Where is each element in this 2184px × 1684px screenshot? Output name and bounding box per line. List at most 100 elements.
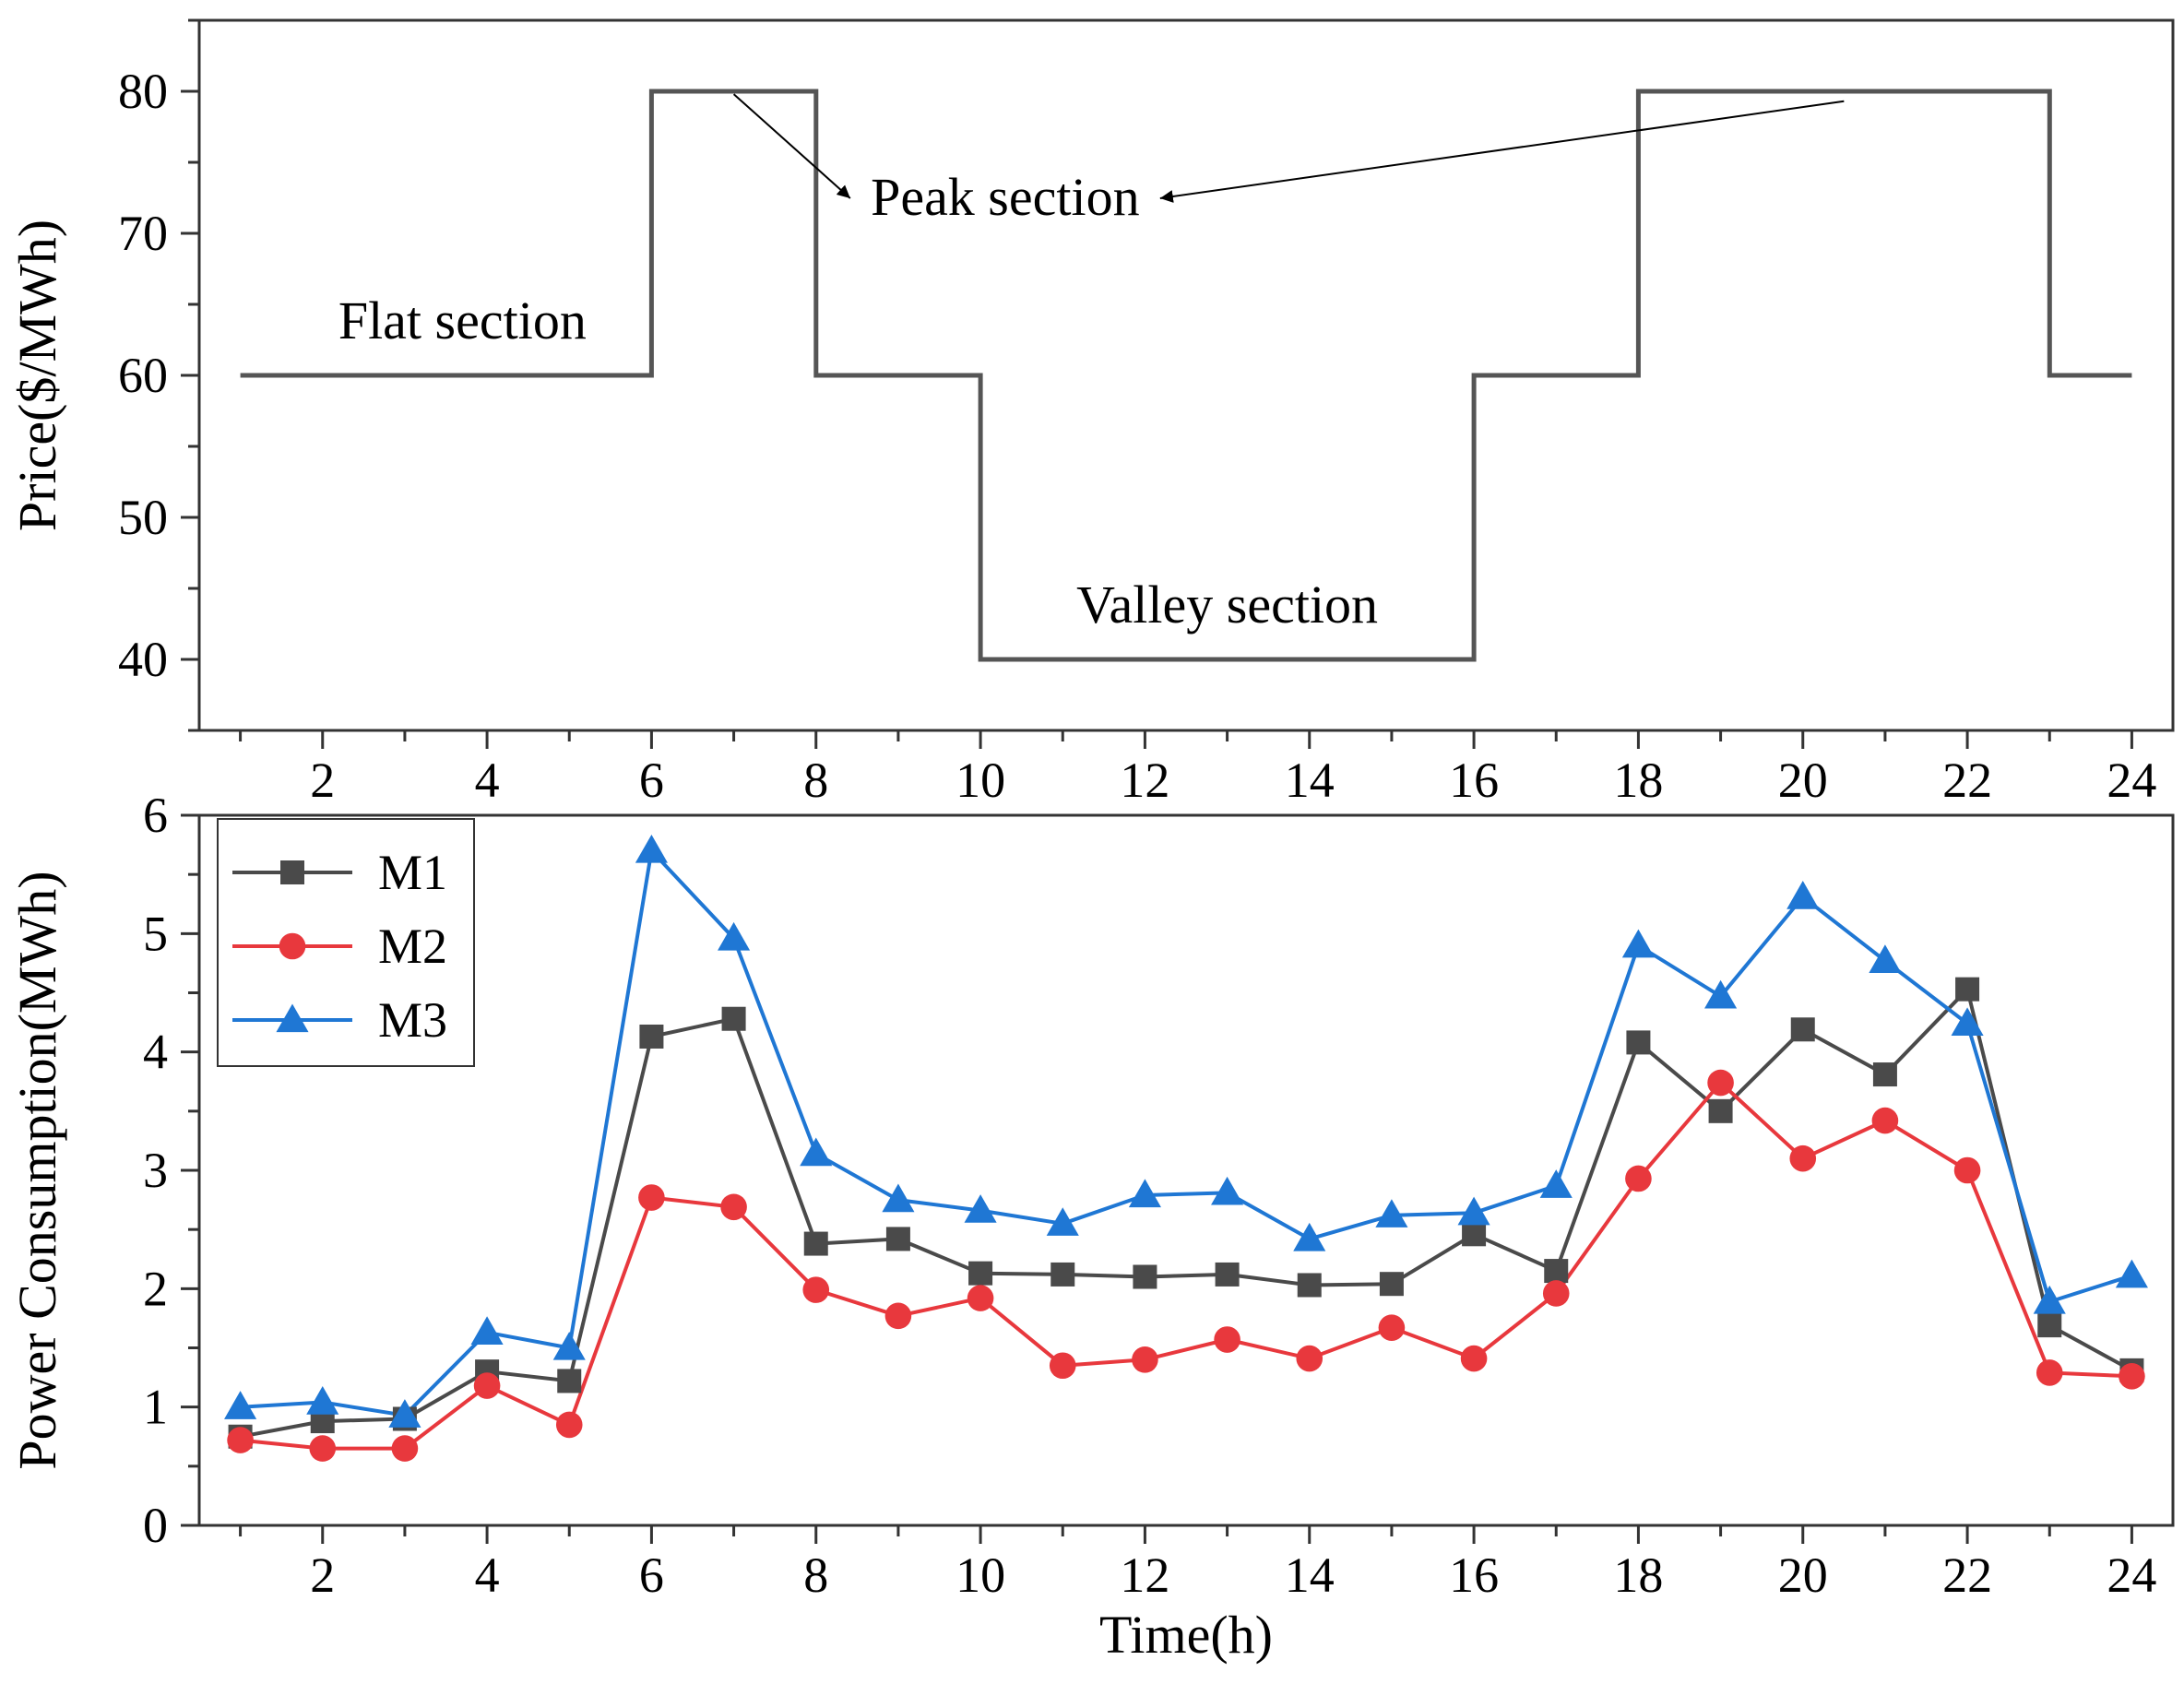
x-tick-label: 10: [956, 753, 1005, 808]
data-point-m2: [1378, 1314, 1406, 1341]
legend-label-m2: M2: [378, 919, 447, 974]
data-point-m2: [638, 1184, 665, 1211]
data-point-m2: [1871, 1107, 1899, 1134]
data-point-m2: [967, 1285, 994, 1311]
data-point-m2: [720, 1193, 747, 1221]
series-points-m2: [227, 1069, 2145, 1462]
series-points-m3: [224, 834, 2148, 1428]
x-tick-label: 18: [1613, 1548, 1663, 1603]
data-point-m2: [2036, 1359, 2063, 1386]
x-tick-label: 10: [956, 1548, 1005, 1603]
data-point-m1: [1050, 1262, 1075, 1287]
data-point-m1: [1462, 1222, 1487, 1247]
data-point-m2: [309, 1435, 337, 1462]
data-point-m3: [1046, 1207, 1079, 1236]
series-points-m1: [228, 977, 2144, 1449]
data-point-m3: [718, 921, 751, 951]
data-point-m3: [1951, 1007, 1984, 1037]
data-point-m3: [1704, 979, 1738, 1009]
x-tick-label: 6: [639, 753, 664, 808]
price-annotations: Flat section Peak section Valley section: [338, 93, 1845, 634]
data-point-m2: [1049, 1352, 1076, 1380]
x-tick-label: 14: [1285, 753, 1335, 808]
price-step-line: [240, 89, 2132, 662]
x-tick-label: 14: [1285, 1548, 1335, 1603]
y-tick-label: 6: [143, 788, 168, 843]
data-point-m1: [1790, 1017, 1815, 1042]
data-point-m3: [1128, 1179, 1161, 1208]
data-point-m2: [2119, 1363, 2145, 1390]
data-point-m2: [1707, 1069, 1734, 1097]
data-point-m3: [388, 1399, 421, 1428]
legend-label-m3: M3: [378, 992, 447, 1048]
data-point-m3: [2115, 1259, 2148, 1288]
x-tick-label: 12: [1120, 1548, 1169, 1603]
data-point-m1: [1133, 1264, 1157, 1289]
x-tick-label: 22: [1942, 1548, 1992, 1603]
y-tick-label: 3: [143, 1143, 168, 1198]
data-point-m1: [1626, 1030, 1651, 1055]
y-tick-label: 1: [143, 1380, 168, 1435]
price-y-axis-label: Price($/MWh): [7, 219, 67, 531]
annotation-arrow: [1159, 100, 1845, 203]
x-tick-label: 8: [803, 1548, 828, 1603]
data-point-m3: [1786, 881, 1820, 909]
y-tick-label: 40: [118, 632, 168, 687]
y-tick-label: 4: [143, 1025, 168, 1080]
data-point-m1: [1379, 1272, 1404, 1297]
x-tick-label: 4: [475, 753, 500, 808]
series-m1: [240, 987, 2133, 1439]
data-point-m1: [1544, 1259, 1569, 1284]
data-point-m3: [1457, 1196, 1490, 1226]
power-y-axis: 0 1 2 3 4 5 6: [143, 788, 199, 1553]
series-line-m2: [240, 1081, 2132, 1451]
data-point-m3: [1539, 1169, 1573, 1198]
data-point-m3: [1621, 929, 1655, 958]
data-point-m2: [802, 1276, 830, 1303]
data-point-m1: [1297, 1273, 1322, 1298]
x-tick-label: 24: [2107, 1548, 2156, 1603]
y-tick-label: 60: [118, 348, 168, 403]
data-point-m2: [1953, 1156, 1981, 1184]
power-series: [224, 834, 2148, 1462]
data-point-m2: [1296, 1345, 1323, 1372]
y-tick-label: 2: [143, 1261, 168, 1316]
data-point-m2: [1460, 1345, 1488, 1372]
data-point-m2: [884, 1302, 912, 1330]
x-tick-label: 16: [1449, 1548, 1499, 1603]
data-point-m3: [1293, 1222, 1326, 1251]
data-point-m1: [557, 1369, 582, 1393]
data-point-m1: [803, 1231, 828, 1256]
x-tick-label: 8: [803, 753, 828, 808]
data-point-m1: [639, 1024, 664, 1049]
data-point-m3: [882, 1183, 915, 1213]
data-point-m3: [635, 834, 668, 863]
data-point-m1: [1872, 1062, 1897, 1087]
data-point-m1: [885, 1227, 910, 1251]
data-point-m2: [1542, 1280, 1570, 1307]
y-tick-label: 70: [118, 206, 168, 261]
annotation-label: Flat section: [338, 291, 587, 350]
data-point-m3: [1869, 944, 1902, 974]
data-point-m3: [470, 1316, 504, 1345]
data-point-m2: [1132, 1346, 1158, 1373]
x-tick-label: 18: [1613, 753, 1663, 808]
data-point-m1: [1215, 1262, 1240, 1287]
x-tick-label: 4: [475, 1548, 500, 1603]
x-tick-label: 22: [1942, 753, 1992, 808]
data-point-m3: [306, 1385, 339, 1415]
annotation-label: Valley section: [1076, 575, 1378, 634]
x-tick-label: 20: [1778, 1548, 1828, 1603]
data-point-m1: [1955, 977, 1980, 1002]
x-tick-label: 6: [639, 1548, 664, 1603]
x-tick-label: 2: [310, 753, 335, 808]
series-line-m1: [240, 987, 2133, 1439]
power-plot-frame: [197, 813, 2175, 1527]
x-tick-label: 16: [1449, 753, 1499, 808]
data-point-m3: [1375, 1199, 1408, 1227]
data-point-m2: [1789, 1144, 1817, 1172]
x-tick-label: 2: [310, 1548, 335, 1603]
